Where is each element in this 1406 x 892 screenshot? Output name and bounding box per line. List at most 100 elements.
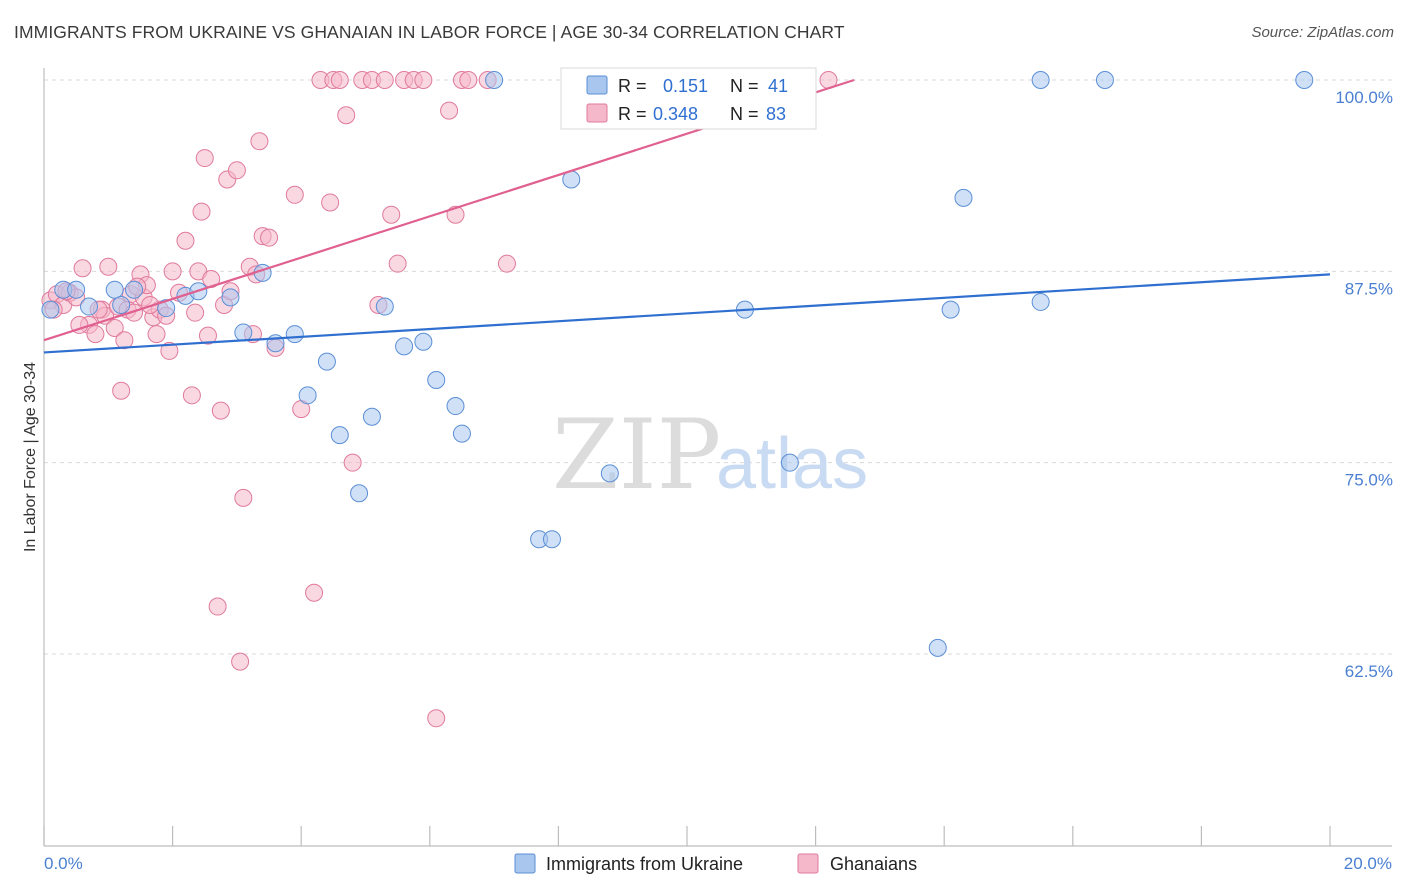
- bottom-legend-swatch-ukraine: [514, 853, 536, 874]
- ukraine-point: [1095, 71, 1114, 89]
- y-tick-label: 100.0%: [1335, 88, 1393, 107]
- x-axis-ticks: [43, 826, 1331, 846]
- ghanaians-point: [182, 386, 201, 405]
- legend-r-value-ukraine: 0.151: [663, 76, 708, 96]
- y-axis-label: In Labor Force | Age 30-34: [22, 362, 39, 552]
- chart-title: IMMIGRANTS FROM UKRAINE VS GHANAIAN IN L…: [14, 22, 845, 42]
- ghanaians-point: [208, 597, 227, 616]
- legend-n-value-ukraine: 41: [768, 76, 788, 96]
- x-tick-label-max: 20.0%: [1344, 854, 1392, 873]
- ukraine-point: [157, 299, 176, 318]
- ghanaians-point: [427, 709, 446, 728]
- ghanaians-point: [73, 259, 92, 278]
- ukraine-point: [350, 484, 369, 503]
- ukraine-point: [1031, 71, 1050, 89]
- ghanaians-point: [375, 71, 394, 89]
- ghanaians-point: [231, 652, 250, 671]
- ukraine-point: [780, 453, 799, 472]
- ghanaians-point: [99, 257, 118, 276]
- source-credit: Source: ZipAtlas.com: [1251, 24, 1394, 41]
- ukraine-point: [375, 297, 394, 316]
- ghanaians-point: [285, 185, 304, 204]
- ghanaians-point: [497, 254, 516, 273]
- ukraine-point: [1295, 71, 1314, 89]
- legend-swatch-ukraine: [586, 75, 608, 95]
- ukraine-point: [330, 426, 349, 445]
- legend-r-label-ghanaians: R =: [618, 104, 647, 124]
- ukraine-point: [221, 288, 240, 307]
- ghanaians-point: [86, 325, 105, 344]
- ukraine-point: [1031, 292, 1050, 311]
- ukraine-point: [395, 337, 414, 356]
- ghanaians-point: [382, 205, 401, 224]
- ghanaians-point: [260, 228, 279, 247]
- ghanaians-point: [440, 101, 459, 120]
- ukraine-point: [414, 332, 433, 351]
- ukraine-trend-line: [43, 273, 1331, 354]
- ghanaians-point: [195, 149, 214, 168]
- bottom-legend: Immigrants from Ukraine Ghanaians: [514, 853, 917, 874]
- ghanaians-point: [388, 254, 407, 273]
- ukraine-point: [67, 280, 86, 299]
- ukraine-point: [80, 297, 99, 316]
- ukraine-point: [317, 352, 336, 371]
- ukraine-point: [41, 300, 60, 319]
- ghanaians-point: [305, 583, 324, 602]
- ukraine-point: [234, 323, 253, 342]
- ukraine-point: [298, 386, 317, 405]
- ukraine-point: [954, 188, 973, 207]
- ghanaians-point: [186, 303, 205, 322]
- ghanaians-point: [250, 132, 269, 151]
- legend-n-label-ukraine: N =: [730, 76, 759, 96]
- ghanaians-point: [147, 325, 166, 344]
- ukraine-point: [941, 300, 960, 319]
- bottom-legend-label-ghanaians: Ghanaians: [830, 854, 917, 874]
- grid-lines: [44, 79, 1392, 655]
- ghanaians-point: [343, 453, 362, 472]
- ghanaians-point: [227, 161, 246, 180]
- legend-box: R = 0.151 N = 41 R = 0.348 N = 83: [560, 67, 817, 130]
- ghanaians-point: [176, 231, 195, 250]
- axes: [43, 68, 1392, 847]
- ghanaians-point: [330, 71, 349, 89]
- x-tick-label-min: 0.0%: [44, 854, 83, 873]
- ukraine-point: [105, 280, 124, 299]
- bottom-legend-swatch-ghanaians: [797, 853, 819, 874]
- ukraine-points: [41, 71, 1314, 657]
- ukraine-point: [112, 296, 131, 315]
- ghanaians-point: [337, 106, 356, 125]
- ghanaians-point: [414, 71, 433, 89]
- ghanaians-point: [105, 318, 124, 337]
- ghanaians-point: [112, 381, 131, 400]
- y-tick-labels: 100.0% 87.5% 75.0% 62.5%: [1335, 88, 1393, 681]
- ukraine-point: [600, 464, 619, 483]
- ghanaians-points: [41, 71, 838, 728]
- ghanaians-point: [211, 401, 230, 420]
- ukraine-point: [542, 530, 561, 549]
- ukraine-point: [485, 71, 504, 89]
- y-tick-label: 62.5%: [1345, 662, 1393, 681]
- ghanaians-point: [198, 326, 217, 345]
- y-tick-label: 75.0%: [1345, 471, 1393, 490]
- ghanaians-point: [192, 202, 211, 221]
- ghanaians-point: [115, 331, 134, 350]
- ghanaians-point: [163, 262, 182, 281]
- legend-r-label-ukraine: R =: [618, 76, 647, 96]
- ghanaians-point: [160, 341, 179, 360]
- ghanaians-point: [459, 71, 478, 89]
- legend-n-value-ghanaians: 83: [766, 104, 786, 124]
- y-tick-label: 87.5%: [1345, 279, 1393, 298]
- ukraine-point: [125, 280, 144, 299]
- ukraine-point: [362, 407, 381, 426]
- legend-r-value-ghanaians: 0.348: [653, 104, 698, 124]
- ukraine-point: [928, 638, 947, 657]
- ghanaians-point: [321, 193, 340, 212]
- watermark: ZIP atlas: [552, 399, 868, 511]
- ukraine-point: [427, 371, 446, 390]
- ukraine-point: [446, 397, 465, 416]
- ukraine-point: [285, 325, 304, 344]
- ghanaians-point: [234, 488, 253, 507]
- ukraine-point: [452, 424, 471, 443]
- legend-n-label-ghanaians: N =: [730, 104, 759, 124]
